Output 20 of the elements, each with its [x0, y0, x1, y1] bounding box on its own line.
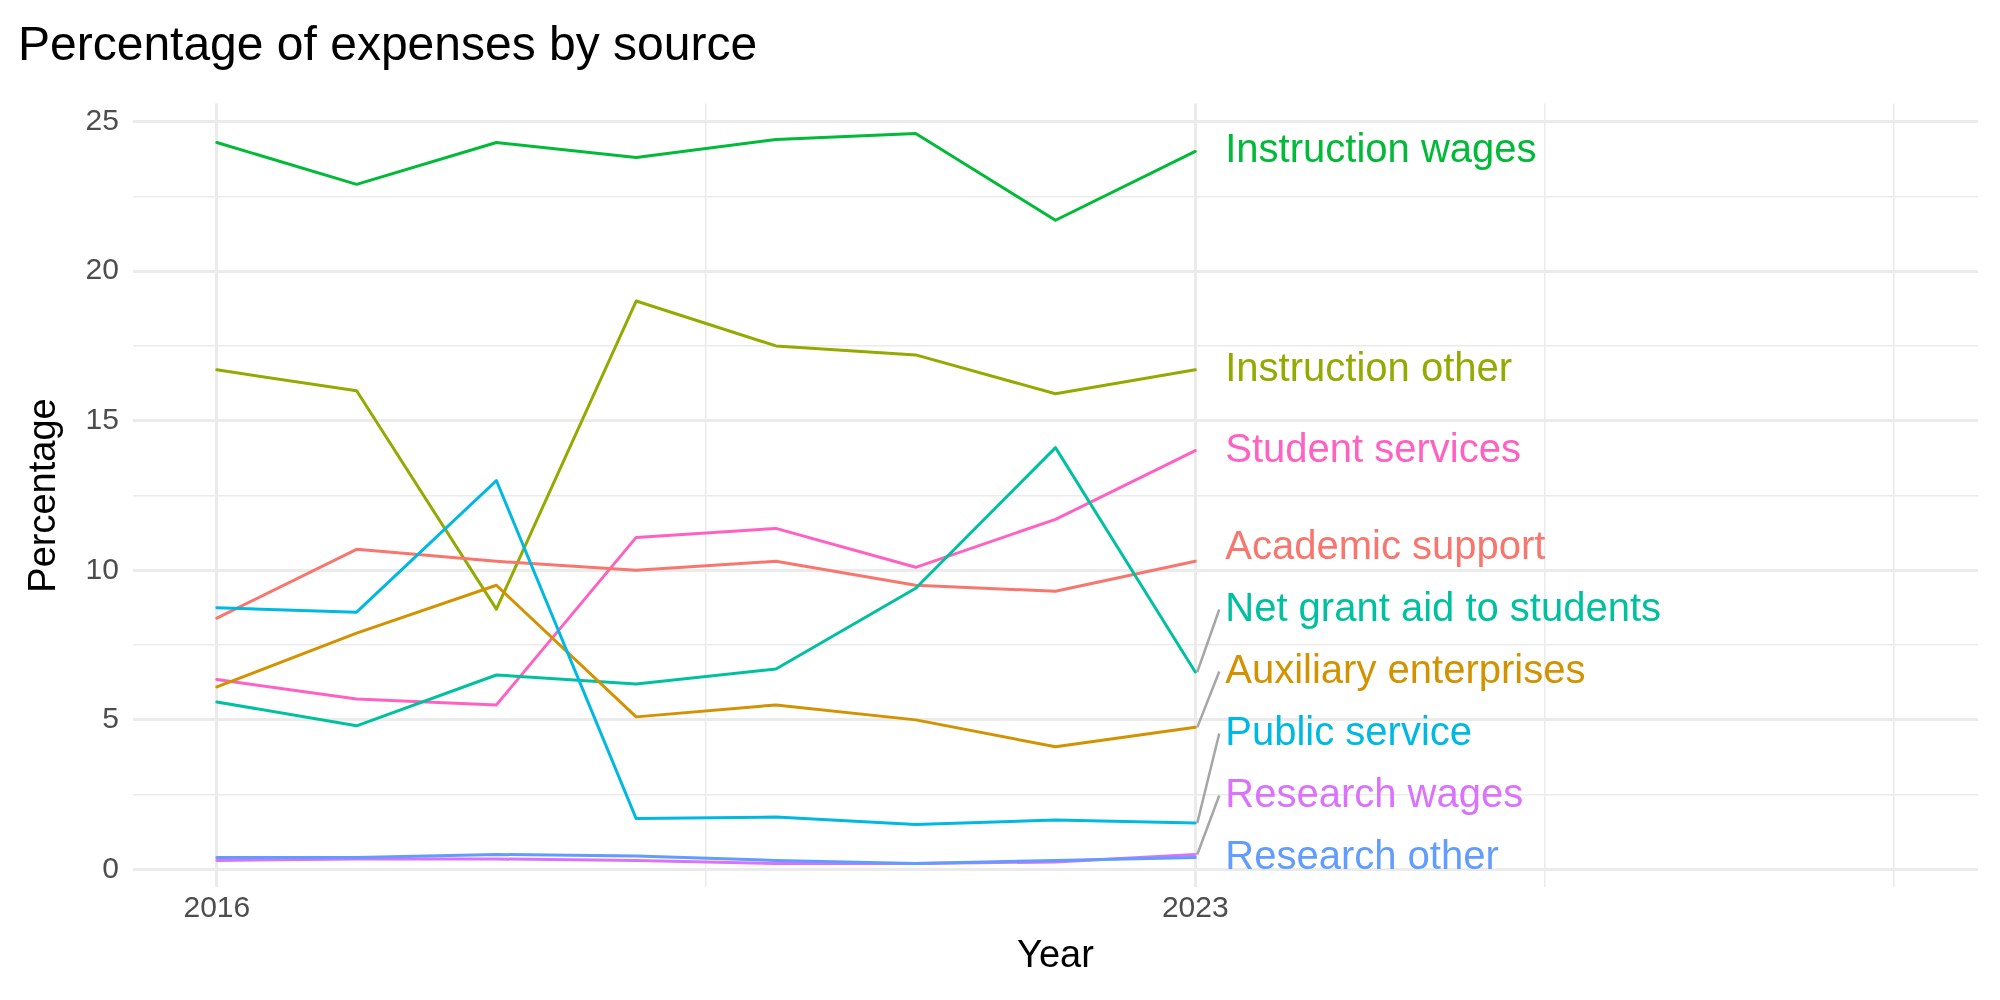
series-label: Auxiliary enterprises — [1225, 646, 1586, 691]
series-label: Net grant aid to students — [1225, 584, 1662, 629]
y-tick-label: 5 — [102, 701, 119, 735]
series-label: Research other — [1225, 832, 1499, 877]
y-tick-label: 25 — [85, 102, 119, 136]
y-tick-label: 20 — [85, 252, 119, 286]
series-label: Academic support — [1225, 522, 1546, 567]
y-axis-title: Percentage — [21, 398, 64, 593]
y-tick-label: 10 — [85, 551, 119, 585]
series-label: Public service — [1225, 708, 1473, 753]
x-tick-label: 2023 — [1161, 889, 1229, 923]
series-label: Research wages — [1225, 770, 1524, 815]
chart-title: Percentage of expenses by source — [18, 17, 758, 71]
series-label: Student services — [1225, 425, 1521, 470]
x-tick-label: 2016 — [183, 889, 251, 923]
y-tick-label: 15 — [85, 401, 119, 435]
x-axis-title: Year — [1017, 932, 1095, 975]
y-tick-label: 0 — [102, 850, 119, 884]
series-label: Instruction other — [1225, 344, 1513, 389]
series-label: Instruction wages — [1225, 126, 1537, 171]
